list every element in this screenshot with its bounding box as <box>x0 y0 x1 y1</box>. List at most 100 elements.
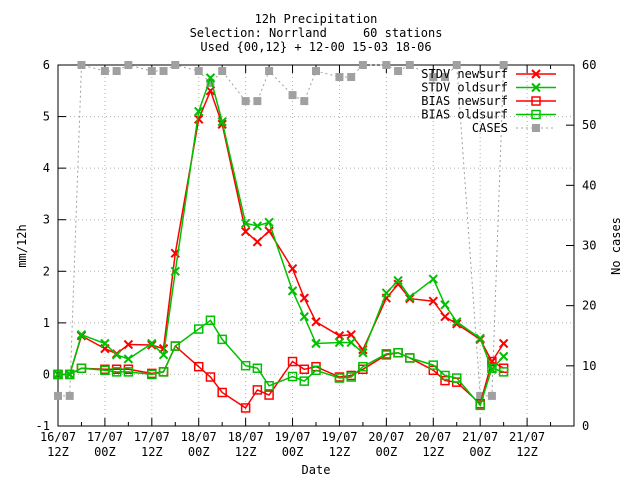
title-line-1: 12h Precipitation <box>255 12 378 26</box>
x-tick-label-hour: 12Z <box>516 445 538 459</box>
x-tick-label-date: 18/07 <box>181 430 217 444</box>
data-point <box>76 363 87 373</box>
y-tick-label: 6 <box>43 58 50 72</box>
data-point <box>287 264 298 274</box>
data-point <box>312 67 320 76</box>
data-point <box>487 363 497 373</box>
data-point <box>158 367 169 377</box>
data-point <box>405 353 415 363</box>
data-point <box>428 365 439 376</box>
data-point <box>428 296 438 306</box>
x-tick-label-date: 17/07 <box>134 430 170 444</box>
data-point <box>100 365 110 376</box>
data-point <box>264 217 274 227</box>
y-tick-label: 4 <box>43 161 50 175</box>
data-point <box>205 73 216 83</box>
x-tick-label-date: 18/07 <box>228 430 264 444</box>
data-point <box>441 73 449 82</box>
data-point <box>405 292 415 302</box>
data-point <box>111 350 122 360</box>
data-point <box>240 360 251 371</box>
y-tick-label: 2 <box>43 264 50 278</box>
data-point <box>299 376 310 386</box>
data-point <box>429 73 438 82</box>
data-point <box>381 349 392 359</box>
data-point <box>206 79 215 88</box>
y2-tick-label: 10 <box>582 359 596 373</box>
data-point <box>241 97 250 106</box>
data-point <box>264 381 274 391</box>
y-tick-label: 1 <box>43 316 50 330</box>
legend-item: STDV newsurf <box>421 67 556 81</box>
legend-marker <box>531 82 541 93</box>
data-point <box>358 61 367 69</box>
x-tick-label-hour: 00Z <box>282 445 304 459</box>
data-point <box>193 324 204 334</box>
y-tick-label: -1 <box>36 419 50 433</box>
y2-tick-label: 0 <box>582 419 589 433</box>
data-point <box>381 288 392 298</box>
data-point <box>300 97 309 106</box>
data-point <box>217 387 227 398</box>
series-stdv-newsurf <box>53 86 509 380</box>
data-point <box>393 348 403 358</box>
data-point <box>123 354 134 364</box>
data-point <box>158 350 169 360</box>
data-point <box>240 226 251 237</box>
data-point <box>299 311 309 322</box>
x-tick-label-date: 17/07 <box>87 430 123 444</box>
x-tick-label-hour: 12Z <box>422 445 444 459</box>
y-tick-label: 5 <box>43 110 50 124</box>
data-point <box>54 391 62 400</box>
data-point <box>193 361 204 372</box>
data-point <box>205 315 216 326</box>
x-tick-label-date: 20/07 <box>415 430 451 444</box>
data-point <box>382 61 391 69</box>
data-point <box>428 360 439 370</box>
title-line-2: Selection: Norrland 60 stations <box>190 26 443 40</box>
plot-frame <box>57 64 575 427</box>
data-point <box>240 218 251 229</box>
x-tick-label-date: 19/07 <box>274 430 310 444</box>
data-point <box>124 61 133 69</box>
legend-label: STDV oldsurf <box>421 81 508 95</box>
data-point <box>100 338 110 349</box>
series-line <box>58 88 505 376</box>
data-point <box>253 97 262 106</box>
x-tick-label-hour: 12Z <box>235 445 257 459</box>
data-point <box>123 367 134 377</box>
data-point <box>252 237 263 247</box>
data-point <box>147 369 157 380</box>
x-tick-label-date: 21/07 <box>462 430 498 444</box>
data-point <box>287 356 298 367</box>
data-point <box>311 338 321 349</box>
y2-tick-labels: 0 10 20 30 40 50 60 <box>582 58 596 433</box>
data-point <box>393 279 403 289</box>
data-point <box>475 333 485 344</box>
data-point <box>252 221 263 231</box>
legend-marker <box>531 96 541 106</box>
data-point <box>252 385 263 395</box>
data-point <box>64 369 75 380</box>
legend-item: STDV oldsurf <box>421 81 556 95</box>
chart-title: 12h Precipitation Selection: Norrland 60… <box>190 12 443 54</box>
data-point <box>452 317 462 327</box>
data-point <box>147 338 157 349</box>
legend-marker <box>531 69 541 79</box>
data-point <box>265 67 274 76</box>
data-point <box>440 370 450 381</box>
legend-label: BIAS newsurf <box>421 94 508 108</box>
x-tick-label-hour: 00Z <box>94 445 116 459</box>
x-tick-label-hour: 12Z <box>329 445 351 459</box>
data-point <box>123 339 134 350</box>
series-line <box>58 75 505 376</box>
data-point <box>487 391 496 400</box>
x-tick-label-date: 16/07 <box>40 430 76 444</box>
data-point <box>393 275 403 286</box>
data-point <box>440 375 450 386</box>
y2-tick-label: 50 <box>582 118 596 132</box>
data-point <box>194 114 204 124</box>
data-point <box>428 274 438 284</box>
y-axis-label: mm/12h <box>15 224 29 267</box>
